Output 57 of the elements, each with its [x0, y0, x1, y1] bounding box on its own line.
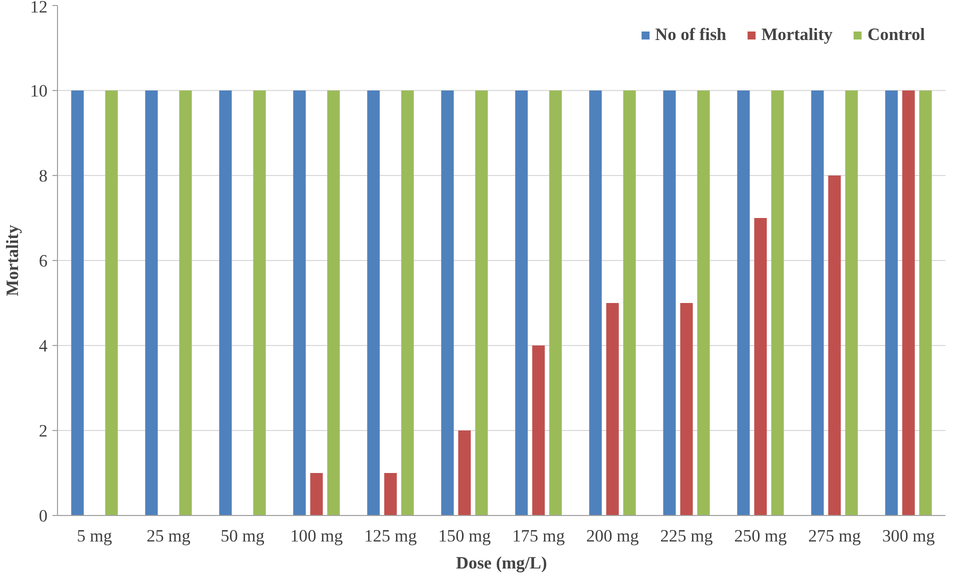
bar — [293, 90, 306, 516]
legend-label: Mortality — [761, 25, 833, 45]
bar — [458, 430, 471, 516]
x-tick-label: 225 mg — [660, 526, 714, 546]
bar — [515, 90, 528, 516]
bar — [401, 90, 414, 516]
bar — [737, 90, 750, 516]
y-tick-label: 6 — [38, 252, 48, 270]
legend-label: No of fish — [655, 25, 726, 45]
bar — [549, 90, 562, 516]
x-tick-label: 100 mg — [290, 526, 344, 546]
bar — [606, 303, 619, 516]
bar — [219, 90, 232, 516]
x-tick-label: 200 mg — [586, 526, 640, 546]
bar — [623, 90, 636, 516]
x-tick-label: 25 mg — [146, 526, 191, 546]
x-tick-label: 125 mg — [364, 526, 418, 546]
x-tick-label: 50 mg — [220, 526, 265, 546]
bar — [771, 90, 784, 516]
bar — [845, 90, 858, 516]
bar — [384, 473, 397, 516]
bar — [754, 218, 767, 516]
bar — [680, 303, 693, 516]
bar — [475, 90, 488, 516]
bar — [441, 90, 454, 516]
bar — [327, 90, 340, 516]
y-tick-label: 12 — [30, 0, 48, 16]
bar — [919, 90, 932, 516]
bar — [589, 90, 602, 516]
bar — [145, 90, 158, 516]
x-tick-label: 5 mg — [76, 526, 112, 546]
y-tick-label: 0 — [38, 506, 48, 526]
y-axis-title: Mortality — [3, 224, 22, 296]
bar — [105, 90, 118, 516]
bar — [697, 90, 710, 516]
bar — [179, 90, 192, 516]
x-axis-title: Dose (mg/L) — [456, 554, 548, 572]
bar — [885, 90, 898, 516]
bar — [828, 176, 841, 516]
legend-label: Control — [868, 25, 925, 45]
x-tick-label: 175 mg — [512, 526, 566, 546]
y-tick-label: 8 — [38, 166, 48, 186]
bar — [310, 473, 323, 516]
bar — [902, 90, 915, 516]
x-tick-label: 150 mg — [438, 526, 492, 546]
bar — [663, 90, 676, 516]
x-tick-label: 250 mg — [734, 526, 788, 546]
y-tick-label: 4 — [38, 336, 48, 356]
bar — [811, 90, 824, 516]
bar — [253, 90, 266, 516]
y-tick-label: 2 — [38, 422, 48, 440]
x-tick-label: 300 mg — [882, 526, 936, 546]
bar — [532, 346, 545, 516]
y-tick-label: 10 — [30, 82, 48, 100]
x-tick-label: 275 mg — [808, 526, 862, 546]
bar — [71, 90, 84, 516]
bar — [367, 90, 380, 516]
